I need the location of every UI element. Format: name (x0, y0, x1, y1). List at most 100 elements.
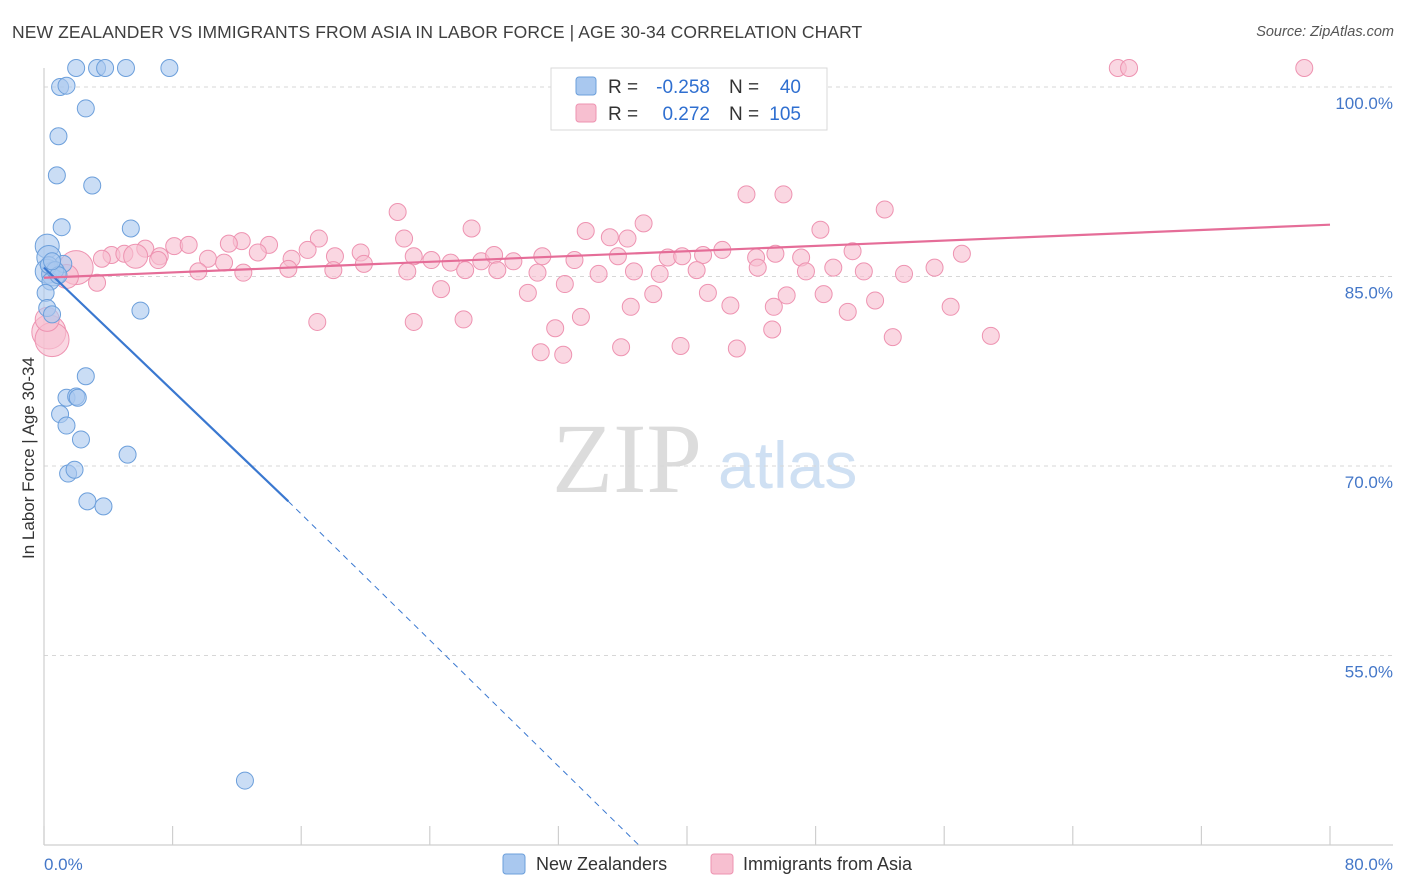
pink-data-point (1295, 59, 1314, 77)
blue-data-point (83, 176, 102, 195)
pink-data-point (737, 185, 756, 204)
blue-data-point (43, 252, 62, 271)
pink-data-point (895, 264, 914, 283)
blue-data-point (57, 76, 76, 95)
pink-data-point (576, 221, 595, 240)
pink-data-point (308, 312, 327, 331)
pink-data-point (88, 273, 107, 292)
pink-data-point (618, 229, 637, 248)
pink-data-point (875, 200, 894, 219)
pink-data-point (531, 343, 550, 362)
pink-data-point (941, 297, 960, 316)
legend-swatch-blue (575, 76, 597, 96)
source-credit: Source: ZipAtlas.com (1256, 24, 1394, 40)
pink-data-point (634, 214, 653, 233)
pink-data-point (149, 251, 168, 270)
pink-data-point (694, 245, 713, 264)
pink-data-point (843, 242, 862, 261)
trend-line-new-zealanders (43, 266, 290, 503)
x-axis-ticks (43, 826, 1331, 845)
series-new-zealanders-points (34, 59, 254, 790)
pink-data-point (727, 339, 746, 358)
pink-data-point (883, 328, 902, 347)
blue-data-point (121, 219, 140, 238)
pink-data-point (404, 247, 423, 266)
pink-data-point (1120, 59, 1139, 77)
pink-data-point (123, 243, 149, 269)
blue-data-point (78, 492, 97, 511)
legend-r-value-0: -0.258 (656, 77, 710, 98)
pink-data-point (774, 185, 793, 204)
pink-data-point (388, 203, 407, 222)
pink-data-point (571, 307, 590, 326)
y-tick-labels: 55.0% 70.0% 85.0% 100.0% (1335, 94, 1393, 682)
pink-data-point (687, 261, 706, 280)
pink-data-point (462, 219, 481, 238)
trend-line-new-zealanders-extension (287, 500, 640, 846)
pink-data-point (488, 261, 507, 280)
pink-data-point (589, 264, 608, 283)
y-tick-label: 55.0% (1345, 662, 1393, 681)
pink-data-point (528, 263, 547, 282)
gridlines (44, 86, 1393, 656)
pink-data-point (395, 229, 414, 248)
trend-line-immigrants-from-asia (43, 223, 1331, 279)
blue-data-point (235, 771, 254, 790)
y-axis-label: In Labor Force | Age 30-34 (19, 357, 38, 559)
blue-data-point (52, 218, 71, 237)
blue-data-point (116, 59, 135, 77)
pink-data-point (866, 291, 885, 310)
blue-data-point (43, 305, 62, 324)
blue-data-point (67, 59, 86, 77)
pink-data-point (952, 244, 971, 263)
pink-data-point (925, 258, 944, 277)
chart-title: NEW ZEALANDER VS IMMIGRANTS FROM ASIA IN… (12, 22, 863, 42)
blue-data-point (71, 430, 90, 449)
blue-data-point (49, 127, 68, 146)
series-legend-swatch-blue (502, 853, 526, 875)
blue-data-point (76, 367, 95, 386)
pink-data-point (621, 297, 640, 316)
blue-data-point (94, 497, 113, 516)
pink-data-point (404, 312, 423, 331)
blue-data-point (118, 445, 137, 464)
blue-data-point (76, 99, 95, 118)
pink-data-point (721, 296, 740, 315)
stats-legend-box (550, 67, 828, 131)
blue-data-point (160, 59, 179, 77)
watermark-zip: ZIP (552, 403, 702, 514)
pink-data-point (504, 252, 523, 271)
pink-data-point (600, 228, 619, 247)
pink-data-point (309, 229, 328, 248)
legend-r-value-1: 0.272 (662, 104, 710, 125)
pink-data-point (555, 275, 574, 294)
pink-data-point (518, 283, 537, 302)
pink-data-point (766, 244, 785, 263)
blue-data-point (96, 59, 115, 77)
x-tick-label-max: 80.0% (1345, 855, 1393, 874)
pink-data-point (398, 262, 417, 281)
legend-n-value-1: 105 (769, 104, 801, 125)
pink-data-point (838, 302, 857, 321)
pink-data-point (454, 310, 473, 329)
y-tick-label: 100.0% (1335, 94, 1393, 113)
pink-data-point (811, 220, 830, 239)
pink-data-point (764, 297, 783, 316)
y-tick-label: 85.0% (1345, 283, 1393, 302)
pink-data-point (485, 245, 504, 264)
blue-data-point (47, 166, 66, 185)
pink-data-point (824, 258, 843, 277)
blue-data-point (68, 388, 87, 407)
pink-data-point (644, 285, 663, 304)
blue-data-point (65, 460, 84, 479)
pink-data-point (612, 338, 631, 357)
pink-data-point (248, 243, 267, 262)
pink-data-point (422, 251, 441, 270)
pink-data-point (777, 286, 796, 305)
pink-data-point (671, 336, 690, 355)
x-tick-label-min: 0.0% (44, 855, 83, 874)
series-legend: New Zealanders Immigrants from Asia (502, 853, 913, 875)
pink-data-point (179, 235, 198, 254)
pink-data-point (92, 249, 111, 268)
